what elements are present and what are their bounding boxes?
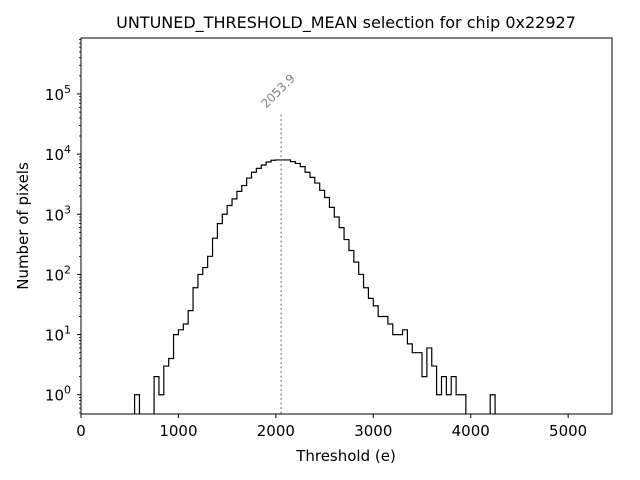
y-tick-label: 102 [45, 263, 71, 284]
x-axis-label: Threshold (e) [295, 447, 396, 465]
x-axis-ticks: 0 1000 2000 3000 4000 5000 [76, 414, 587, 440]
y-tick-label: 101 [45, 324, 71, 345]
y-tick-label: 100 [45, 384, 71, 405]
y-tick-label: 105 [45, 83, 71, 104]
x-tick-label: 1000 [159, 422, 197, 440]
y-tick-label: 103 [45, 203, 71, 224]
x-tick-label: 2000 [257, 422, 295, 440]
x-tick-label: 0 [76, 422, 86, 440]
y-axis-label: Number of pixels [14, 162, 32, 290]
histogram-steps [133, 159, 496, 414]
plot-frame [80, 37, 613, 415]
chart-title: UNTUNED_THRESHOLD_MEAN selection for chi… [116, 13, 576, 33]
x-tick-label: 4000 [452, 422, 490, 440]
plot-area [133, 159, 496, 414]
x-tick-label: 3000 [354, 422, 392, 440]
y-tick-label: 104 [45, 143, 71, 164]
x-tick-label: 5000 [549, 422, 587, 440]
y-axis-ticks: 100 101 102 103 104 105 [45, 39, 81, 414]
